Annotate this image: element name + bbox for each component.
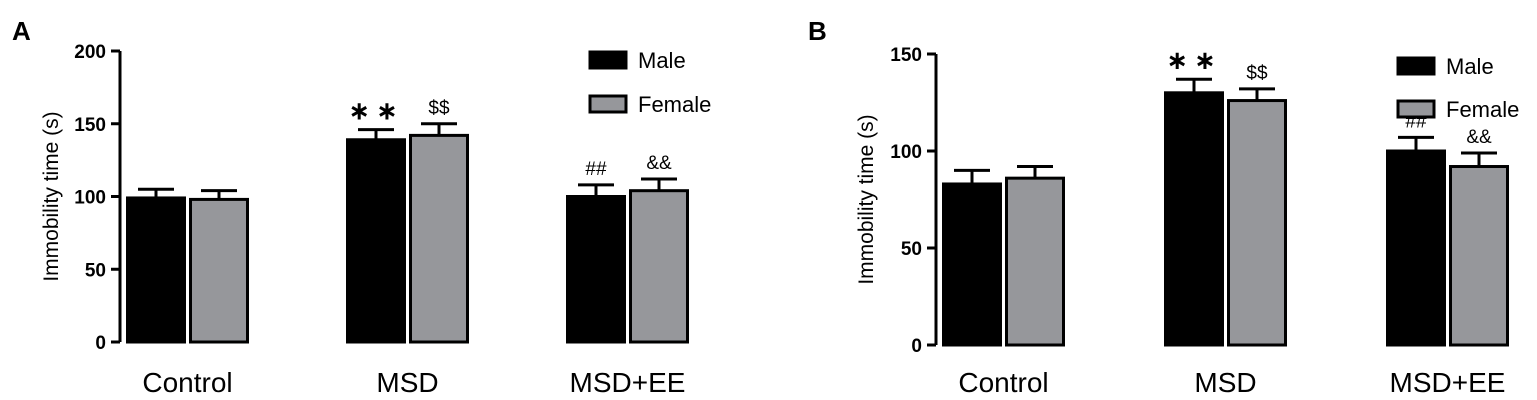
bar-male-control bbox=[942, 182, 1002, 347]
legend-label-male: Male bbox=[1446, 54, 1494, 79]
y-tick-label: 200 bbox=[74, 42, 106, 63]
significance-marker: ∗∗ bbox=[1166, 45, 1222, 75]
chart-panel-a: A 0 50 100 150 200 Immobility time (s) Control ∗… bbox=[12, 16, 711, 398]
significance-marker: ## bbox=[585, 159, 607, 180]
bar-male-msd bbox=[346, 138, 406, 344]
bar-female-msd-ee bbox=[1449, 165, 1509, 347]
panel-label: A bbox=[12, 16, 31, 46]
bar-female-msd-ee bbox=[629, 189, 689, 344]
panel-label: B bbox=[808, 16, 827, 46]
y-tick-label: 0 bbox=[911, 336, 922, 357]
y-tick-label: 150 bbox=[890, 45, 922, 66]
legend-label-female: Female bbox=[1446, 97, 1519, 122]
x-category-label: Control bbox=[958, 367, 1048, 398]
y-tick-label: 100 bbox=[890, 142, 922, 163]
x-category-label: Control bbox=[142, 367, 232, 398]
bar-female-control bbox=[1005, 176, 1065, 347]
significance-marker: && bbox=[646, 153, 672, 174]
bar-male-control bbox=[126, 196, 186, 344]
bar-male-msd bbox=[1164, 91, 1224, 347]
x-category-label: MSD bbox=[376, 367, 438, 398]
legend-swatch-male bbox=[588, 50, 628, 70]
bar-female-msd bbox=[1227, 99, 1287, 347]
legend-swatch-female bbox=[588, 94, 628, 114]
chart-panel-b: B 0 50 100 150 Immobility time (s) Control ∗∗ $$… bbox=[808, 16, 1519, 398]
y-tick-label: 50 bbox=[901, 239, 922, 260]
bar-female-control bbox=[189, 197, 249, 344]
x-category-label: MSD bbox=[1194, 367, 1256, 398]
y-tick-label: 50 bbox=[85, 260, 106, 281]
significance-marker: $$ bbox=[428, 98, 450, 119]
legend-swatch-male bbox=[1396, 56, 1436, 76]
y-tick-label: 150 bbox=[74, 115, 106, 136]
legend-label-male: Male bbox=[638, 48, 686, 73]
legend-label-female: Female bbox=[638, 92, 711, 117]
bar-female-msd bbox=[409, 133, 469, 344]
y-axis-label: Immobility time (s) bbox=[855, 114, 878, 284]
legend-swatch-female bbox=[1396, 99, 1436, 119]
y-tick-label: 0 bbox=[95, 333, 106, 354]
bar-male-msd-ee bbox=[1386, 149, 1446, 347]
significance-marker: $$ bbox=[1246, 63, 1268, 84]
x-category-label: MSD+EE bbox=[1390, 367, 1506, 398]
y-axis-label: Immobility time (s) bbox=[40, 111, 63, 281]
significance-marker: && bbox=[1466, 127, 1492, 148]
significance-marker: ∗∗ bbox=[348, 96, 404, 126]
bar-male-msd-ee bbox=[566, 195, 626, 344]
x-category-label: MSD+EE bbox=[570, 367, 686, 398]
y-tick-label: 100 bbox=[74, 188, 106, 209]
